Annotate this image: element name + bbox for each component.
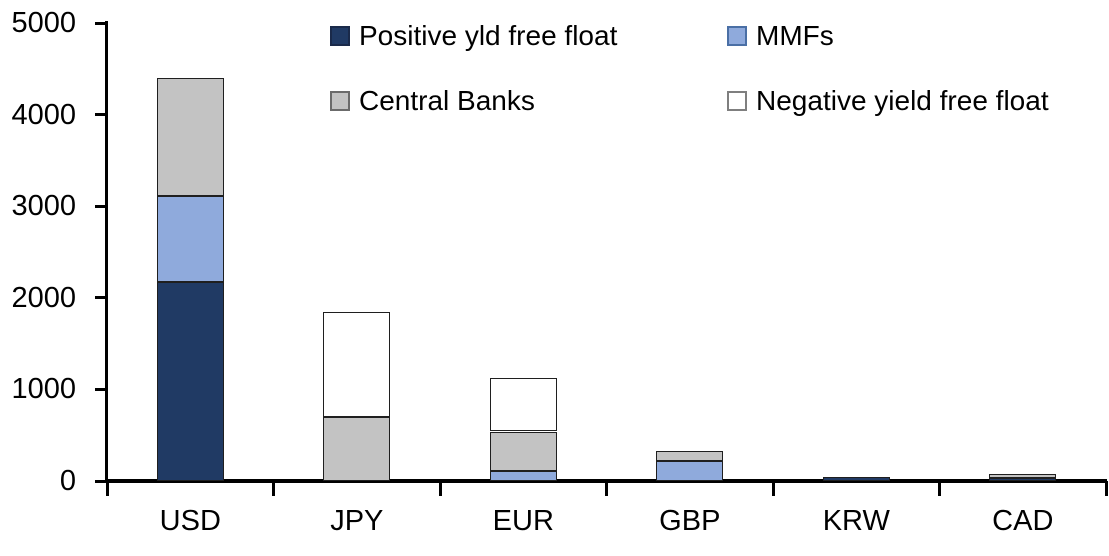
y-tick-label: 0 xyxy=(59,465,76,497)
legend-swatch-positive-yld-free-float xyxy=(330,26,350,46)
y-tick-label: 4000 xyxy=(11,98,76,131)
x-category-label: CAD xyxy=(992,505,1054,537)
legend-item-mmfs: MMFs xyxy=(727,21,834,51)
bar-segment-cad-central-banks xyxy=(989,474,1057,478)
x-category-label: USD xyxy=(159,505,221,537)
bar-segment-cad-positive-yld-free-float xyxy=(989,477,1057,481)
bar-segment-eur-central-banks xyxy=(489,431,557,471)
legend-label: Central Banks xyxy=(359,85,535,116)
bar-segment-eur-mmfs xyxy=(489,470,557,481)
bar-segment-krw-positive-yld-free-float xyxy=(822,476,890,481)
y-tick-label: 1000 xyxy=(11,373,76,406)
legend-label: Negative yield free float xyxy=(756,85,1049,116)
y-tick-label: 5000 xyxy=(11,7,76,39)
legend-swatch-mmfs xyxy=(727,26,747,46)
x-tick xyxy=(605,481,608,496)
bar-segment-gbp-mmfs xyxy=(656,460,724,481)
x-category-label: JPY xyxy=(330,505,384,537)
x-tick xyxy=(938,481,941,496)
y-tick xyxy=(95,296,107,300)
legend-item-negative-yield-free-float: Negative yield free float xyxy=(727,86,1049,116)
x-category-label: KRW xyxy=(822,505,890,537)
bar-segment-gbp-central-banks xyxy=(656,450,724,461)
legend-swatch-central-banks xyxy=(330,91,350,111)
x-tick xyxy=(438,481,442,496)
legend-label: Positive yld free float xyxy=(359,20,618,51)
x-tick xyxy=(272,481,275,496)
legend-label: MMFs xyxy=(756,20,834,51)
y-tick-label: 2000 xyxy=(11,281,76,314)
x-tick xyxy=(1104,481,1108,496)
y-tick xyxy=(95,21,107,25)
legend-swatch-negative-yield-free-float xyxy=(727,91,747,111)
bar-segment-eur-negative-yield-free-float xyxy=(489,378,557,432)
legend-item-positive-yld-free-float: Positive yld free float xyxy=(330,21,617,51)
bar-segment-usd-positive-yld-free-float xyxy=(156,282,224,481)
bar-segment-usd-central-banks xyxy=(156,78,224,197)
y-axis-line xyxy=(105,21,108,483)
y-tick xyxy=(95,479,107,483)
bar-segment-jpy-negative-yield-free-float xyxy=(323,311,391,417)
x-category-label: GBP xyxy=(659,505,721,537)
legend-item-central-banks: Central Banks xyxy=(330,86,535,116)
y-tick xyxy=(95,387,107,391)
y-tick xyxy=(95,204,107,208)
y-tick-label: 3000 xyxy=(11,190,76,223)
x-tick xyxy=(771,481,775,496)
x-tick xyxy=(105,481,109,496)
bar-segment-jpy-central-banks xyxy=(323,416,391,481)
bar-segment-usd-mmfs xyxy=(156,196,224,283)
x-category-label: EUR xyxy=(492,505,554,537)
y-tick xyxy=(95,113,107,117)
